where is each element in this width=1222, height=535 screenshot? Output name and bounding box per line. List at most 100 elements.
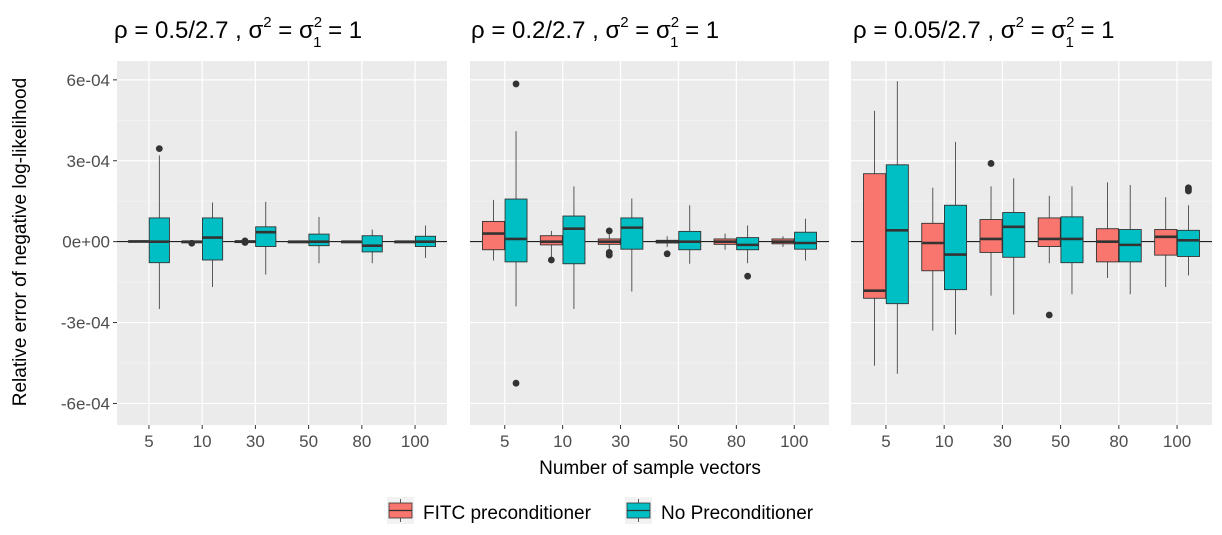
box-body (1037, 217, 1061, 247)
box-body (308, 233, 330, 247)
panel-2-title-rho: ρ (471, 17, 485, 44)
box-body (539, 235, 563, 246)
box-none-50 (308, 216, 330, 264)
panels (117, 61, 1212, 425)
panel-3-title: ρ = 0.05/2.7 , σ2 = σ2 1 = 1 (853, 14, 1115, 51)
box-body (1095, 228, 1119, 263)
box-none-100 (414, 225, 437, 258)
box-none-10 (562, 186, 586, 310)
box-none-5 (885, 81, 909, 374)
panel-2-title-sup: 2 (620, 14, 628, 31)
box-body (201, 217, 224, 261)
panel-1-title-sup: 2 (263, 14, 271, 31)
panel-3-title-eq2: = (1024, 17, 1051, 44)
x-tick-label: 30 (993, 432, 1012, 451)
outlier-point (188, 239, 196, 247)
box-none-50 (678, 205, 702, 264)
box-fitc-5 (863, 110, 887, 366)
box-none-30 (1002, 178, 1026, 315)
legend: FITC preconditioner No Preconditioner (387, 497, 814, 524)
box-body (863, 173, 887, 299)
box-body (148, 217, 170, 264)
box-fitc-30 (234, 237, 256, 246)
box-fitc-50 (655, 236, 679, 258)
box-none-80 (736, 225, 760, 280)
outlier-point (605, 227, 613, 235)
x-tick-label: 80 (352, 432, 371, 451)
panel-2-title-sigma1: σ (656, 17, 671, 44)
box-none-10 (944, 141, 968, 335)
box-fitc-80 (1095, 182, 1119, 279)
box-fitc-100 (1154, 197, 1178, 287)
box-fitc-100 (771, 236, 795, 248)
x-tick-label: 5 (881, 432, 890, 451)
legend-label-none: No Preconditioner (661, 503, 814, 524)
panel-1-title-rhs: = 1 (321, 17, 362, 44)
x-tick-label: 50 (1051, 432, 1070, 451)
outlier-point (1185, 187, 1192, 195)
box-fitc-10 (921, 187, 945, 331)
outlier-point (744, 272, 752, 280)
x-tick-label: 80 (727, 432, 746, 451)
box-body (620, 217, 644, 250)
outlier-point (512, 80, 520, 88)
x-tick-label: 50 (299, 432, 318, 451)
panel-3-background (851, 61, 1212, 425)
outlier-point (547, 256, 555, 264)
panel-3-title-sigma1: σ (1051, 17, 1066, 44)
panel-1-title: ρ = 0.5/2.7 , σ2 = σ2 1 = 1 (114, 14, 362, 51)
box-none-50 (1060, 186, 1084, 295)
panel-2-title-sup1: 2 (671, 14, 679, 31)
outlier-point (241, 239, 249, 246)
panel-2 (470, 61, 829, 425)
x-axis-ticks: 5 10 30 50 80 100 5 10 30 50 80 100 5 10 30 50 80 100 (144, 425, 1191, 451)
x-tick-label: 5 (500, 432, 509, 451)
box-body (1176, 229, 1200, 257)
x-tick-label: 50 (669, 432, 688, 451)
x-axis-label: Number of sample vectors (539, 458, 761, 479)
x-tick-label: 80 (1109, 432, 1128, 451)
box-none-80 (1118, 185, 1142, 295)
box-none-5 (148, 145, 170, 310)
box-body (481, 220, 505, 251)
box-fitc-10 (539, 230, 563, 264)
panel-1-title-eq2: = (272, 17, 299, 44)
panel-2-background (470, 61, 829, 425)
y-tick-label: -3e-04 (61, 314, 110, 333)
box-none-10 (201, 202, 224, 287)
box-fitc-100 (394, 240, 416, 244)
panel-1-title-sep: , (228, 17, 248, 44)
legend-label-fitc: FITC preconditioner (423, 503, 592, 524)
outlier-point (512, 379, 520, 387)
box-none-30 (255, 201, 277, 275)
x-tick-label: 5 (144, 432, 153, 451)
box-fitc-50 (287, 240, 309, 244)
panel-1-title-value: 0.5/2.7 (155, 17, 228, 44)
box-none-80 (361, 229, 383, 264)
panel-1-title-sub1: 1 (313, 34, 321, 51)
box-body (504, 198, 528, 263)
box-body (562, 215, 586, 265)
box-fitc-5 (127, 240, 150, 243)
x-tick-label: 30 (611, 432, 630, 451)
box-none-5 (504, 80, 528, 387)
panel-2-title-eq: = (485, 17, 512, 44)
box-fitc-30 (597, 227, 621, 259)
x-tick-label: 10 (553, 432, 572, 451)
box-body (921, 222, 945, 272)
panel-3-title-sup1: 2 (1066, 14, 1074, 31)
x-tick-label: 100 (1163, 432, 1191, 451)
panel-2-title-sigma: σ (605, 17, 620, 44)
outlier-point (663, 250, 671, 258)
panel-3 (851, 61, 1212, 425)
panel-3-title-eq: = (867, 17, 894, 44)
panel-1-title-sigma1: σ (299, 17, 314, 44)
box-fitc-80 (340, 240, 363, 244)
box-body (944, 204, 968, 291)
panel-2-title: ρ = 0.2/2.7 , σ2 = σ2 1 = 1 (471, 14, 719, 51)
panel-3-title-value: 0.05/2.7 (894, 17, 981, 44)
panel-2-title-sub1: 1 (670, 34, 678, 51)
panel-3-title-rho: ρ (853, 17, 867, 44)
panel-1-title-sigma: σ (248, 17, 263, 44)
box-body (794, 231, 818, 250)
